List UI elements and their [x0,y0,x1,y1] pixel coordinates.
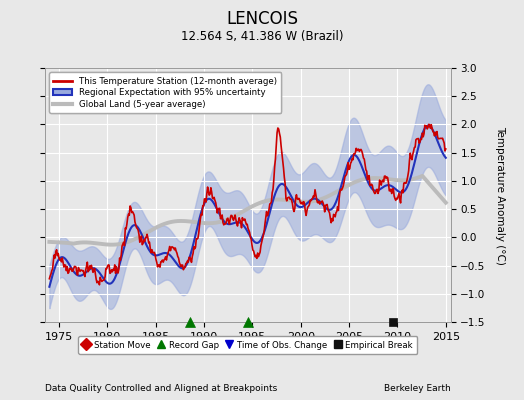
Text: LENCOIS: LENCOIS [226,10,298,28]
Y-axis label: Temperature Anomaly (°C): Temperature Anomaly (°C) [495,126,505,264]
Text: Berkeley Earth: Berkeley Earth [384,384,451,393]
Text: Data Quality Controlled and Aligned at Breakpoints: Data Quality Controlled and Aligned at B… [45,384,277,393]
Text: 12.564 S, 41.386 W (Brazil): 12.564 S, 41.386 W (Brazil) [181,30,343,43]
Legend: This Temperature Station (12-month average), Regional Expectation with 95% uncer: This Temperature Station (12-month avera… [49,72,281,113]
Legend: Station Move, Record Gap, Time of Obs. Change, Empirical Break: Station Move, Record Gap, Time of Obs. C… [78,336,417,354]
